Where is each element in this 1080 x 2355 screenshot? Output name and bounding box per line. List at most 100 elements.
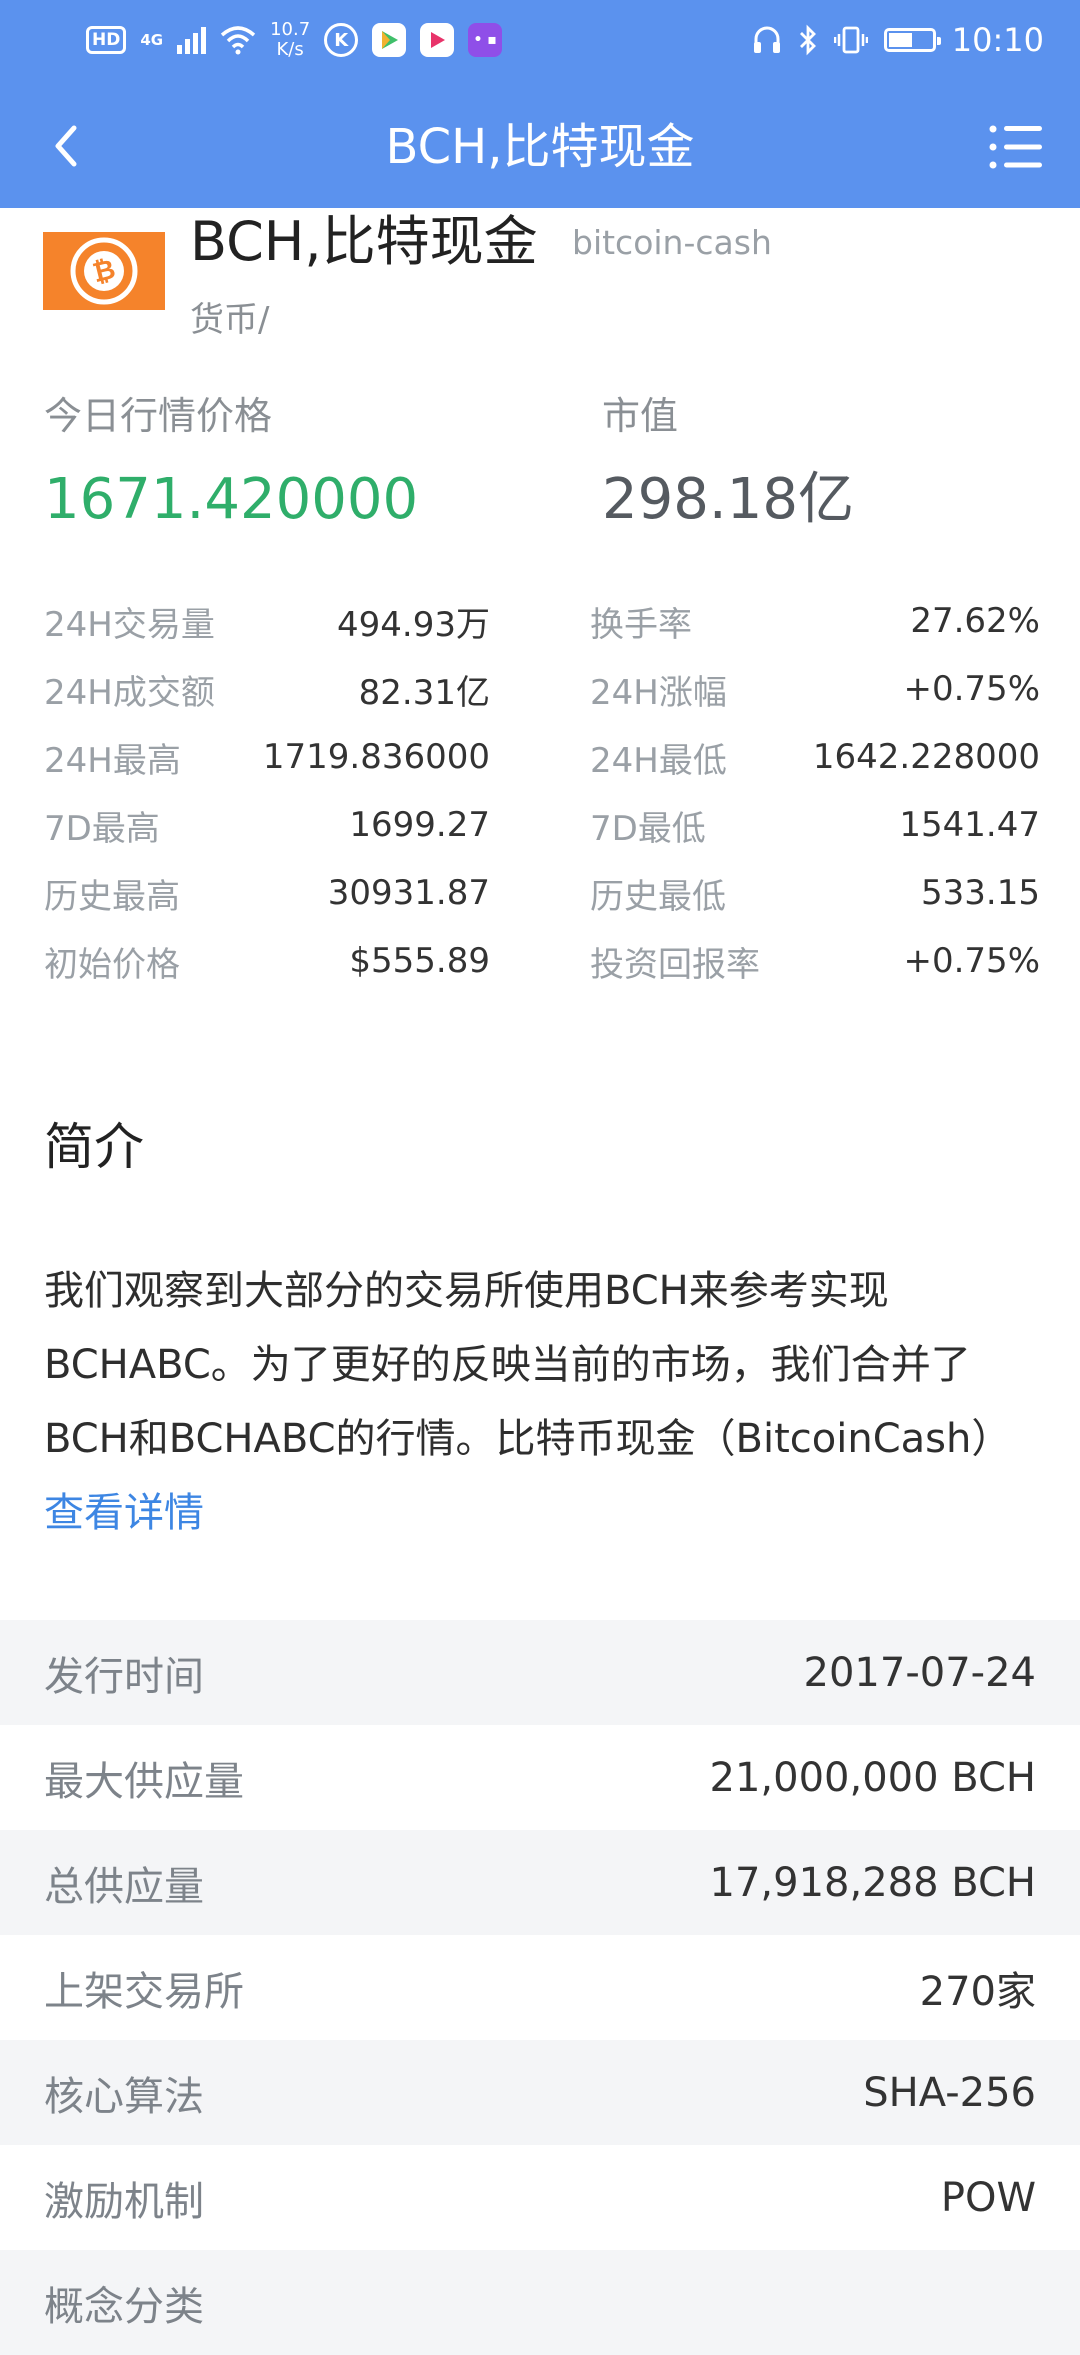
speed-unit: K/s <box>276 39 304 60</box>
media-app-icon: • ▪ <box>468 23 503 57</box>
stat-label: 24H最低 <box>590 740 727 781</box>
back-button[interactable] <box>50 108 110 184</box>
video-app-icon <box>420 23 455 57</box>
stat-value: +0.75% <box>903 941 1041 981</box>
hd-badge: HD <box>86 26 127 54</box>
status-bar-left: HD 4G 10.7 K/s K • ▪ <box>86 16 503 64</box>
network-speed: 10.7 K/s <box>270 20 310 60</box>
stat-all-time-high: 历史最高 30931.87 <box>44 859 490 927</box>
detail-value: 270家 <box>919 1968 1036 2015</box>
price-label: 今日行情价格 <box>44 394 273 438</box>
signal-icon <box>177 26 207 54</box>
detail-label: 核心算法 <box>44 2073 204 2120</box>
stats-row: 24H最高 1719.836000 24H最低 1642.228000 <box>44 723 1040 791</box>
stat-label: 历史最高 <box>44 876 180 917</box>
coin-slug: bitcoin-cash <box>572 223 772 262</box>
stat-label: 24H涨幅 <box>590 672 727 713</box>
detail-issue-date: 发行时间 2017-07-24 <box>0 1620 1080 1725</box>
stat-roi: 投资回报率 +0.75% <box>590 927 1040 995</box>
stat-all-time-low: 历史最低 533.15 <box>590 859 1040 927</box>
stat-label: 投资回报率 <box>590 944 760 985</box>
detail-value: POW <box>940 2174 1036 2221</box>
coin-category: 货币/ <box>190 300 270 340</box>
vibrate-icon <box>833 26 868 54</box>
stat-7d-high: 7D最高 1699.27 <box>44 791 490 859</box>
stat-value: 1642.228000 <box>812 737 1040 777</box>
play-store-icon <box>372 23 407 57</box>
market-cap-label: 市值 <box>602 394 679 438</box>
page-title: BCH,比特现金 <box>385 119 695 175</box>
intro-text: 我们观察到大部分的交易所使用BCH来参考实现BCHABC。为了更好的反映当前的市… <box>44 1254 1044 1550</box>
intro-body: 我们观察到大部分的交易所使用BCH来参考实现BCHABC。为了更好的反映当前的市… <box>44 1268 1012 1462</box>
stat-label: 7D最低 <box>590 808 706 849</box>
stat-label: 初始价格 <box>44 944 180 985</box>
stat-initial-price: 初始价格 $555.89 <box>44 927 490 995</box>
stat-7d-low: 7D最低 1541.47 <box>590 791 1040 859</box>
stats-row: 历史最高 30931.87 历史最低 533.15 <box>44 859 1040 927</box>
status-bar-right: 10:10 <box>752 16 1044 64</box>
stat-24h-turnover: 24H成交额 82.31亿 <box>44 655 490 723</box>
bitcoin-cash-icon: ₿ <box>70 237 138 305</box>
market-cap-value: 298.18亿 <box>602 467 854 532</box>
wifi-icon <box>220 26 256 55</box>
speed-value: 10.7 <box>270 19 311 40</box>
detail-incentive: 激励机制 POW <box>0 2145 1080 2250</box>
stat-value: 1699.27 <box>349 805 490 845</box>
stat-value: 30931.87 <box>327 873 490 913</box>
stat-label: 历史最低 <box>590 876 726 917</box>
stat-24h-high: 24H最高 1719.836000 <box>44 723 490 791</box>
detail-value: 21,000,000 BCH <box>709 1754 1036 1801</box>
stat-value: +0.75% <box>903 669 1041 709</box>
stat-label: 24H成交额 <box>44 672 215 713</box>
battery-icon <box>883 28 941 52</box>
detail-value: SHA-256 <box>863 2069 1036 2116</box>
k-app-icon: K <box>324 23 359 57</box>
stat-value: 533.15 <box>921 873 1040 913</box>
stats-row: 初始价格 $555.89 投资回报率 +0.75% <box>44 927 1040 995</box>
stat-label: 换手率 <box>590 604 692 645</box>
detail-label: 概念分类 <box>44 2283 204 2330</box>
detail-algorithm: 核心算法 SHA-256 <box>0 2040 1080 2145</box>
stat-value: $555.89 <box>349 941 490 981</box>
detail-listed-exchanges[interactable]: 上架交易所 270家 <box>0 1935 1080 2040</box>
detail-label: 发行时间 <box>44 1653 204 1700</box>
menu-button[interactable] <box>980 112 1052 182</box>
detail-label: 激励机制 <box>44 2178 204 2225</box>
back-arrow-icon <box>55 125 77 167</box>
detail-max-supply: 最大供应量 21,000,000 BCH <box>0 1725 1080 1830</box>
list-menu-icon <box>989 125 1042 169</box>
bluetooth-icon <box>799 24 816 56</box>
coin-details-list: 发行时间 2017-07-24 最大供应量 21,000,000 BCH 总供应量 1… <box>0 1620 1080 2355</box>
detail-value: 2017-07-24 <box>803 1649 1036 1696</box>
stat-value: 494.93万 <box>337 604 490 645</box>
status-clock: 10:10 <box>951 21 1044 59</box>
coin-logo: ₿ <box>43 232 165 310</box>
intro-heading: 简介 <box>44 1118 144 1176</box>
detail-concept-category: 概念分类 <box>0 2250 1080 2355</box>
detail-value: 17,918,288 BCH <box>709 1859 1036 1906</box>
view-details-link[interactable]: 查看详情 <box>44 1490 204 1536</box>
stat-24h-volume: 24H交易量 494.93万 <box>44 587 490 655</box>
stats-row: 24H交易量 494.93万 换手率 27.62% <box>44 587 1040 655</box>
stats-row: 7D最高 1699.27 7D最低 1541.47 <box>44 791 1040 859</box>
stat-label: 24H交易量 <box>44 604 215 645</box>
stat-24h-change: 24H涨幅 +0.75% <box>590 655 1040 723</box>
detail-label: 上架交易所 <box>44 1968 244 2015</box>
stat-value: 1541.47 <box>899 805 1040 845</box>
stat-value: 1719.836000 <box>262 737 490 777</box>
stat-turnover-rate: 换手率 27.62% <box>590 587 1040 655</box>
current-price: 1671.420000 <box>44 467 419 532</box>
coin-name: BCH,比特现金 <box>190 210 538 273</box>
stats-row: 24H成交额 82.31亿 24H涨幅 +0.75% <box>44 655 1040 723</box>
detail-label: 最大供应量 <box>44 1758 244 1805</box>
app-header: HD 4G 10.7 K/s K • ▪ <box>0 0 1080 208</box>
stat-value: 82.31亿 <box>358 672 490 713</box>
stat-label: 7D最高 <box>44 808 160 849</box>
detail-label: 总供应量 <box>44 1863 204 1910</box>
stat-value: 27.62% <box>910 601 1040 641</box>
stat-label: 24H最高 <box>44 740 181 781</box>
stats-grid: 24H交易量 494.93万 换手率 27.62% 24H成交额 82.31亿 24H… <box>44 587 1040 995</box>
stat-24h-low: 24H最低 1642.228000 <box>590 723 1040 791</box>
network-type: 4G <box>140 31 164 49</box>
headphones-icon <box>753 26 780 53</box>
